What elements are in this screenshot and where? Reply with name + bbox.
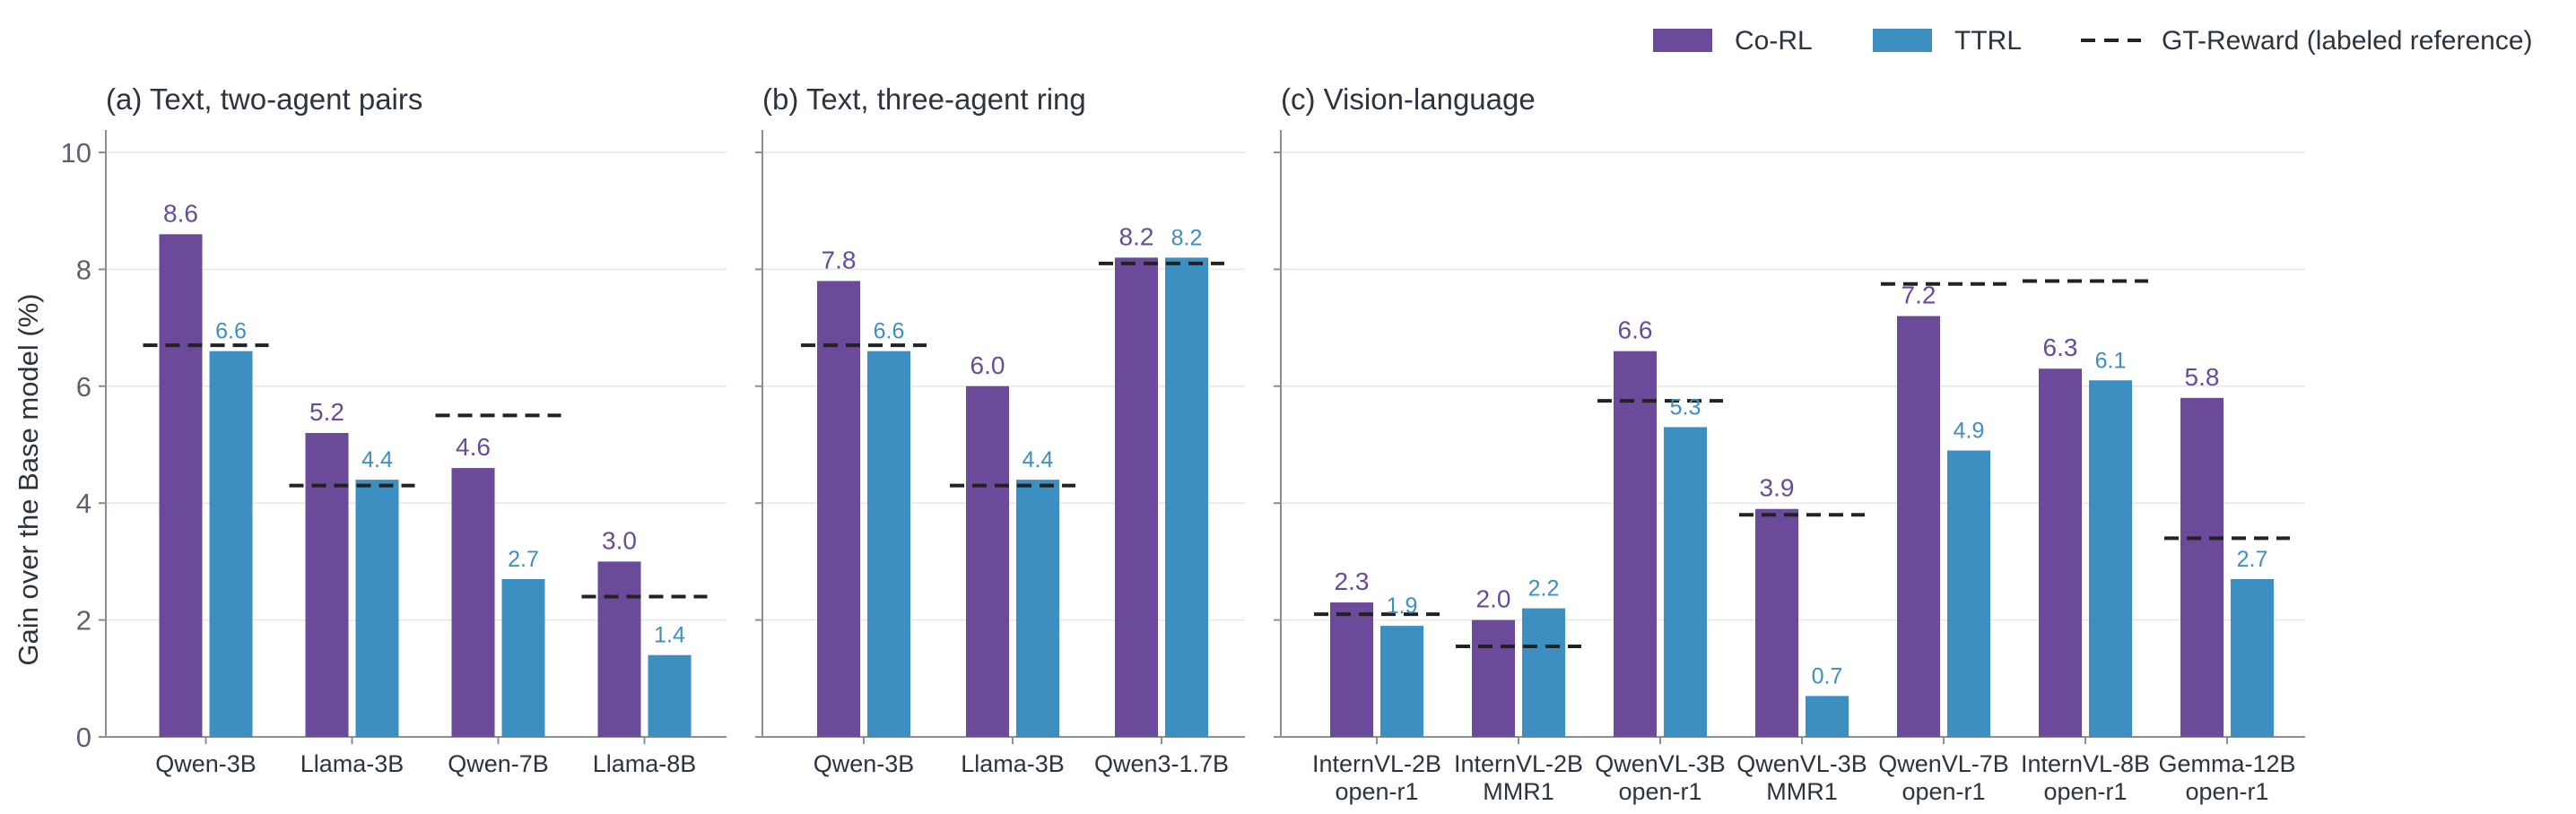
x-tick-label: open-r1 [1618,778,1701,805]
x-tick-label: open-r1 [2185,778,2268,805]
value-label-co-rl: 6.3 [2043,333,2078,361]
x-tick-label: Qwen3-1.7B [1094,750,1229,777]
panel-b: (b) Text, three-agent ring 7.8 6.6 Qwen-3B… [755,82,1245,777]
x-tick-label: Llama-3B [300,750,405,777]
value-label-ttrl: 5.3 [1670,394,1701,420]
panel-b-title: (b) Text, three-agent ring [762,82,1086,116]
x-tick-label: InternVL-2B [1454,750,1583,777]
y-tick-label: 2 [76,605,91,636]
bar-ttrl [209,351,253,737]
x-tick-label: open-r1 [1902,778,1985,805]
value-label-ttrl: 1.9 [1387,593,1418,619]
bar-co-rl [159,234,203,737]
value-label-ttrl: 6.6 [215,319,247,344]
x-tick-label: MMR1 [1483,778,1554,805]
value-label-ttrl: 4.4 [1023,447,1054,472]
value-label-ttrl: 2.7 [508,547,539,572]
x-tick-label: Llama-3B [961,750,1065,777]
bar-co-rl [597,561,641,737]
value-label-co-rl: 3.0 [602,526,637,554]
bar-ttrl [355,480,399,737]
value-label-co-rl: 2.3 [1335,567,1370,595]
bar-co-rl [2039,368,2082,737]
bar-ttrl [1165,257,1208,737]
bar-ttrl [1664,427,1707,737]
x-tick-label: InternVL-8B [2021,750,2150,777]
bar-ttrl [1380,626,1423,737]
bar-ttrl [867,351,910,737]
x-tick-label: InternVL-2B [1312,750,1441,777]
panel-a-title: (a) Text, two-agent pairs [106,82,422,116]
legend-label-ttrl: TTRL [1954,26,2022,56]
x-tick-label: QwenVL-3B [1595,750,1726,777]
value-label-co-rl: 2.0 [1476,585,1511,613]
bar-ttrl [648,654,692,737]
bar-co-rl [1472,619,1515,737]
y-tick-label: 0 [76,722,91,753]
legend-swatch-co-rl [1653,29,1712,52]
bar-ttrl [1947,450,1990,737]
x-tick-label: QwenVL-7B [1878,750,2009,777]
x-tick-label: MMR1 [1766,778,1838,805]
x-tick-label: Gemma-12B [2158,750,2295,777]
bar-co-rl [966,385,1009,737]
bar-co-rl [1755,508,1798,737]
bar-ttrl [501,578,545,737]
x-tick-label: Qwen-3B [814,750,915,777]
bar-ttrl [2231,578,2274,737]
value-label-ttrl: 1.4 [654,623,685,648]
value-label-co-rl: 5.8 [2185,363,2220,391]
bar-co-rl [451,468,495,737]
bar-co-rl [1614,351,1657,737]
panel-c: (c) Vision-language 2.31.9InternVL-2Bope… [1274,82,2305,805]
value-label-ttrl: 4.9 [1954,419,1985,444]
legend: Co-RL TTRL GT-Reward (labeled reference) [1653,26,2533,56]
bar-ttrl [1016,480,1059,737]
value-label-ttrl: 2.2 [1528,576,1560,602]
value-label-co-rl: 6.6 [1618,316,1653,344]
y-tick-label: 10 [61,137,91,169]
value-label-ttrl: 0.7 [1812,663,1843,688]
value-label-co-rl: 8.2 [1119,222,1154,250]
bar-co-rl [1330,602,1373,737]
value-label-ttrl: 2.7 [2237,547,2268,572]
x-tick-label: open-r1 [1335,778,1418,805]
value-label-co-rl: 5.2 [309,398,344,426]
value-label-co-rl: 7.2 [1902,281,1936,309]
legend-swatch-ttrl [1873,29,1932,52]
legend-label-co-rl: Co-RL [1735,26,1813,56]
value-label-ttrl: 6.6 [874,319,905,344]
panel-a: (a) Text, two-agent pairs 0 2 4 6 8 10 8.6 6.6 Q… [61,82,727,777]
y-tick-label: 6 [76,371,91,403]
y-tick-label: 4 [76,488,91,519]
value-label-co-rl: 8.6 [163,199,198,227]
panel-c-title: (c) Vision-language [1281,82,1536,116]
legend-label-reference: GT-Reward (labeled reference) [2162,26,2533,56]
bar-co-rl [1115,257,1158,737]
value-label-co-rl: 4.6 [456,433,491,461]
value-label-co-rl: 3.9 [1760,474,1795,502]
value-label-ttrl: 8.2 [1171,225,1203,250]
y-axis-label: Gain over the Base model (%) [13,293,44,665]
value-label-ttrl: 6.1 [2095,348,2127,373]
bar-ttrl [1522,608,1565,737]
bar-ttrl [1806,696,1849,737]
x-tick-label: open-r1 [2043,778,2127,805]
x-tick-label: QwenVL-3B [1736,750,1867,777]
y-tick-label: 8 [76,254,91,285]
x-tick-label: Llama-8B [593,750,697,777]
bar-co-rl [1897,316,1940,737]
value-label-ttrl: 4.4 [361,447,393,472]
value-label-co-rl: 7.8 [822,246,857,273]
x-tick-label: Qwen-3B [155,750,257,777]
x-tick-label: Qwen-7B [448,750,549,777]
bar-co-rl [305,432,349,737]
value-label-co-rl: 6.0 [970,351,1005,379]
bar-co-rl [817,281,860,737]
bar-ttrl [2089,380,2132,737]
bar-co-rl [2180,397,2224,737]
